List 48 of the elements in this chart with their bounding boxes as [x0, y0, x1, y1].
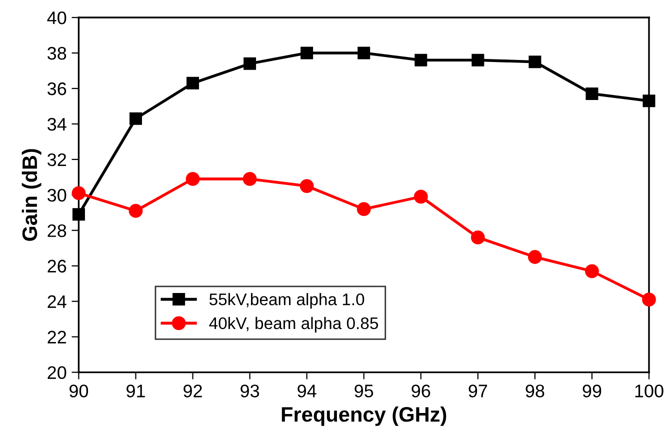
x-tick-label: 97: [468, 384, 488, 398]
legend-label: 40kV, beam alpha 0.85: [209, 316, 378, 332]
point: [414, 190, 428, 204]
point: [129, 112, 142, 125]
legend-label: 55kV,beam alpha 1.0: [209, 293, 364, 309]
x-tick-label: 91: [126, 384, 145, 398]
y-axis-title: Gain (dB): [22, 149, 42, 241]
y-tick-label: 26: [48, 260, 66, 273]
x-tick-label: 90: [70, 384, 88, 398]
y-tick-label: 32: [48, 153, 66, 166]
x-tick-label: 100: [635, 384, 664, 398]
point: [72, 186, 86, 200]
y-tick-label: 22: [48, 330, 66, 344]
y-tick-label: 24: [48, 295, 66, 308]
point: [642, 94, 656, 108]
x-axis-title: Frequency (GHz): [282, 406, 446, 426]
point: [300, 46, 314, 60]
x-tick-label: 96: [412, 384, 430, 398]
point: [585, 264, 599, 278]
y-tick-label: 20: [48, 366, 66, 380]
point: [472, 54, 484, 66]
y-tick-label: 30: [48, 188, 66, 202]
y-tick-label: 38: [48, 46, 66, 60]
point: [528, 56, 542, 68]
y-tick-label: 36: [48, 82, 66, 96]
point: [300, 179, 314, 193]
x-tick-label: 92: [184, 384, 202, 398]
point: [358, 46, 370, 60]
point: [242, 172, 257, 186]
x-tick-label: 98: [526, 384, 544, 398]
point: [528, 250, 542, 264]
x-tick-label: 93: [240, 384, 260, 398]
point: [470, 230, 485, 244]
point: [186, 76, 200, 90]
point: [186, 172, 200, 186]
point: [414, 54, 428, 66]
x-tick-label: 99: [582, 384, 602, 398]
point: [128, 204, 143, 218]
y-tick-label: 34: [48, 118, 66, 131]
y-tick-label: 28: [48, 224, 66, 238]
point: [586, 88, 598, 100]
point: [72, 208, 85, 221]
x-tick-label: 94: [298, 384, 316, 398]
point: [244, 57, 256, 70]
y-tick-label: 40: [47, 11, 66, 24]
x-tick-label: 95: [354, 384, 374, 398]
point: [642, 292, 656, 307]
point: [356, 202, 371, 216]
